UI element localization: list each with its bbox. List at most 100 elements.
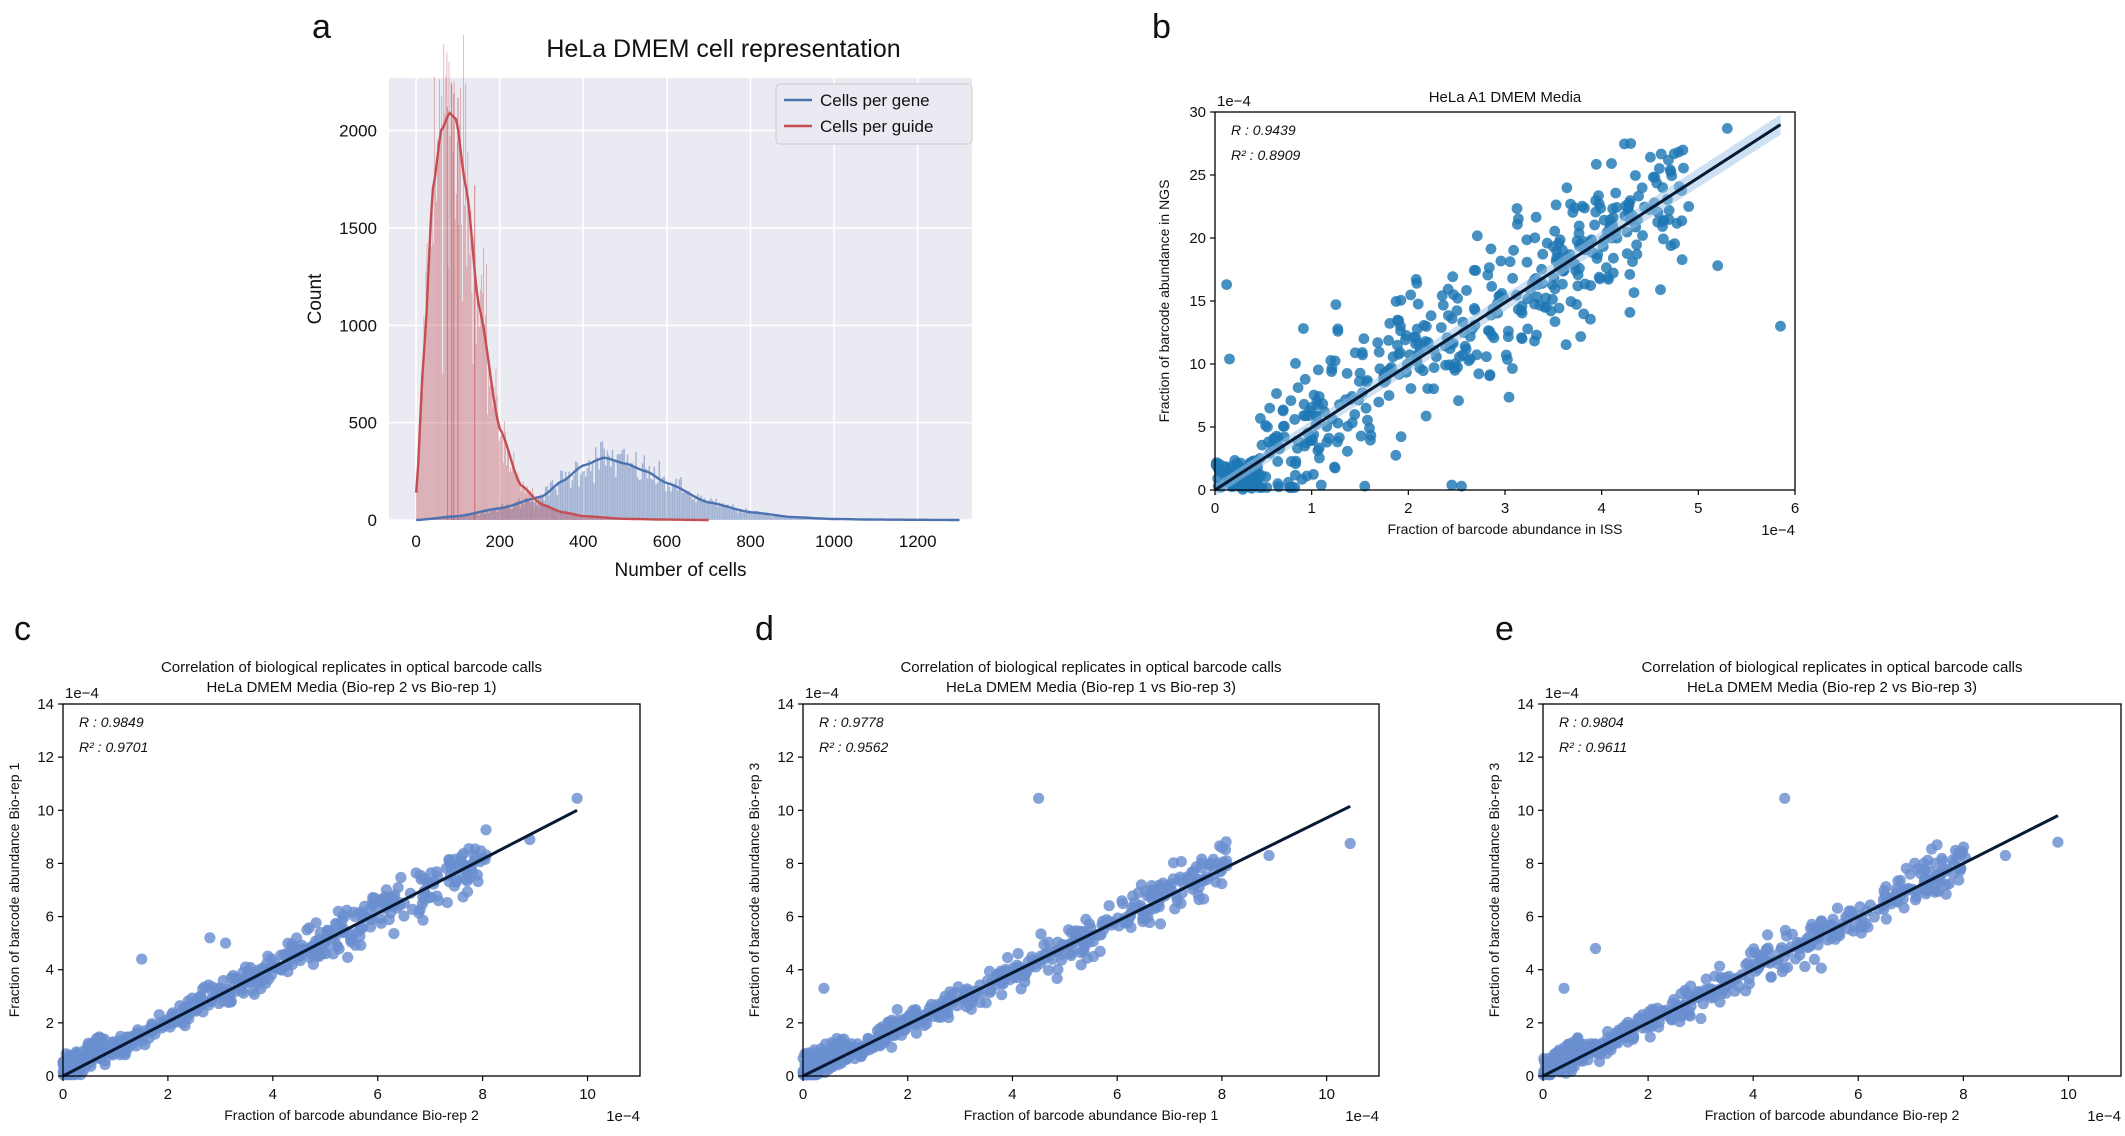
scatter-point bbox=[333, 943, 345, 955]
scatter-point bbox=[1683, 201, 1695, 212]
scatter-point bbox=[1393, 348, 1404, 360]
y-tick-label: 2 bbox=[1526, 1015, 1534, 1032]
histogram-bar bbox=[768, 515, 771, 520]
histogram-bar bbox=[428, 280, 430, 520]
histogram-bar bbox=[464, 205, 466, 520]
y-tick-label: 2000 bbox=[339, 122, 377, 141]
histogram-bar bbox=[681, 492, 684, 520]
histogram-bar bbox=[708, 500, 711, 520]
histogram-bar bbox=[581, 471, 584, 520]
histogram-bar bbox=[757, 511, 759, 520]
y-axis-label: Fraction of barcode abundance in NGS bbox=[1156, 180, 1172, 423]
x-axis-label: Fraction of barcode abundance Bio-rep 2 bbox=[224, 1107, 479, 1123]
panel-b: b 0 1 2 3 4 5 6 0 5 10 15 20 25 30 1e−4 1e−4 HeLa A1 DMEM… bbox=[1152, 8, 1799, 539]
histogram-bar bbox=[690, 496, 692, 520]
histogram-bar bbox=[529, 492, 530, 520]
histogram-bar bbox=[603, 448, 605, 520]
scatter-point bbox=[1383, 335, 1394, 346]
histogram-bar bbox=[633, 465, 635, 520]
histogram-bar bbox=[497, 416, 499, 520]
histogram-bar bbox=[567, 512, 569, 520]
histogram-bar bbox=[720, 505, 722, 520]
scatter-point bbox=[342, 951, 354, 964]
y-tick-label: 14 bbox=[777, 696, 794, 713]
panel-letter: e bbox=[1495, 610, 1514, 648]
scatter-point bbox=[1332, 323, 1344, 335]
scatter-point bbox=[1712, 260, 1724, 272]
histogram-bar bbox=[737, 512, 739, 520]
histogram-bar bbox=[488, 513, 490, 520]
scatter-point bbox=[1675, 988, 1687, 1000]
y-axis-label: Fraction of barcode abundance Bio-rep 1 bbox=[6, 763, 22, 1018]
confidence-band bbox=[1215, 114, 1781, 497]
scatter-point bbox=[1589, 219, 1600, 231]
scatter-point bbox=[1471, 230, 1483, 242]
histogram-bar bbox=[660, 478, 662, 520]
histogram-bar bbox=[566, 479, 569, 520]
scatter-point bbox=[1330, 299, 1342, 310]
scatter-point bbox=[1256, 439, 1268, 451]
scatter-point bbox=[1743, 972, 1755, 984]
panel-letter: c bbox=[14, 610, 31, 648]
scatter-point bbox=[1549, 316, 1561, 327]
scatter-point bbox=[1063, 924, 1075, 936]
y-tick-label: 4 bbox=[1526, 962, 1534, 979]
histogram-bar bbox=[503, 507, 505, 520]
scatter-point bbox=[1558, 982, 1570, 994]
scatter-point bbox=[1645, 151, 1656, 163]
histogram-bar bbox=[593, 483, 595, 520]
histogram-bar bbox=[631, 463, 634, 520]
histogram-bar bbox=[534, 506, 536, 520]
scatter-point bbox=[819, 1046, 832, 1058]
histogram-bar bbox=[509, 508, 512, 520]
scatter-point bbox=[1504, 256, 1516, 268]
scatter-point bbox=[1355, 430, 1367, 442]
x-scale-label: 1e−4 bbox=[606, 1108, 640, 1125]
histogram-bar bbox=[650, 478, 652, 520]
histogram-bar bbox=[494, 509, 497, 520]
y-tick-label: 0 bbox=[1526, 1068, 1534, 1085]
scatter-point bbox=[1221, 279, 1232, 290]
scatter-point bbox=[1633, 190, 1644, 202]
scatter-point bbox=[1999, 849, 2011, 862]
histogram-bar bbox=[589, 515, 591, 520]
scatter-point bbox=[1412, 298, 1424, 310]
scatter-point bbox=[1843, 905, 1855, 917]
histogram-bar bbox=[723, 507, 726, 520]
x-tick-label: 10 bbox=[2060, 1086, 2077, 1103]
scatter-point bbox=[1247, 480, 1258, 492]
histogram-bar bbox=[518, 498, 520, 520]
scatter-point bbox=[891, 1004, 903, 1016]
scatter-point bbox=[1015, 983, 1027, 995]
scatter-point bbox=[280, 948, 292, 960]
scatter-point bbox=[1425, 310, 1437, 322]
y-axis-label: Count bbox=[305, 273, 326, 324]
histogram-bar bbox=[489, 511, 492, 520]
histogram-bar bbox=[502, 463, 504, 520]
histogram-bar bbox=[498, 441, 500, 520]
scatter-point bbox=[332, 905, 344, 917]
histogram-bar bbox=[778, 516, 781, 520]
histogram-bar bbox=[511, 471, 513, 520]
scatter-point bbox=[445, 863, 457, 875]
histogram-bar bbox=[584, 516, 586, 520]
scatter-point bbox=[1624, 307, 1636, 318]
histogram-bar bbox=[788, 516, 791, 520]
histogram-bar bbox=[760, 514, 763, 520]
histogram-bar bbox=[707, 501, 709, 520]
scatter-point bbox=[1695, 1012, 1707, 1025]
scatter-point bbox=[1495, 255, 1507, 267]
histogram-bar bbox=[566, 511, 568, 520]
histogram-bar bbox=[590, 517, 592, 520]
histogram-bar bbox=[671, 485, 674, 520]
histogram-bar bbox=[798, 517, 801, 520]
scatter-point bbox=[1854, 901, 1866, 913]
scatter-point bbox=[466, 867, 478, 879]
histogram-bar bbox=[538, 497, 540, 520]
histogram-bar bbox=[773, 515, 776, 520]
histogram-bar bbox=[593, 517, 595, 520]
scatter-point bbox=[1549, 225, 1561, 237]
x-tick-label: 6 bbox=[374, 1086, 382, 1103]
histogram-bar bbox=[586, 518, 588, 520]
scatter-point bbox=[1326, 366, 1337, 377]
